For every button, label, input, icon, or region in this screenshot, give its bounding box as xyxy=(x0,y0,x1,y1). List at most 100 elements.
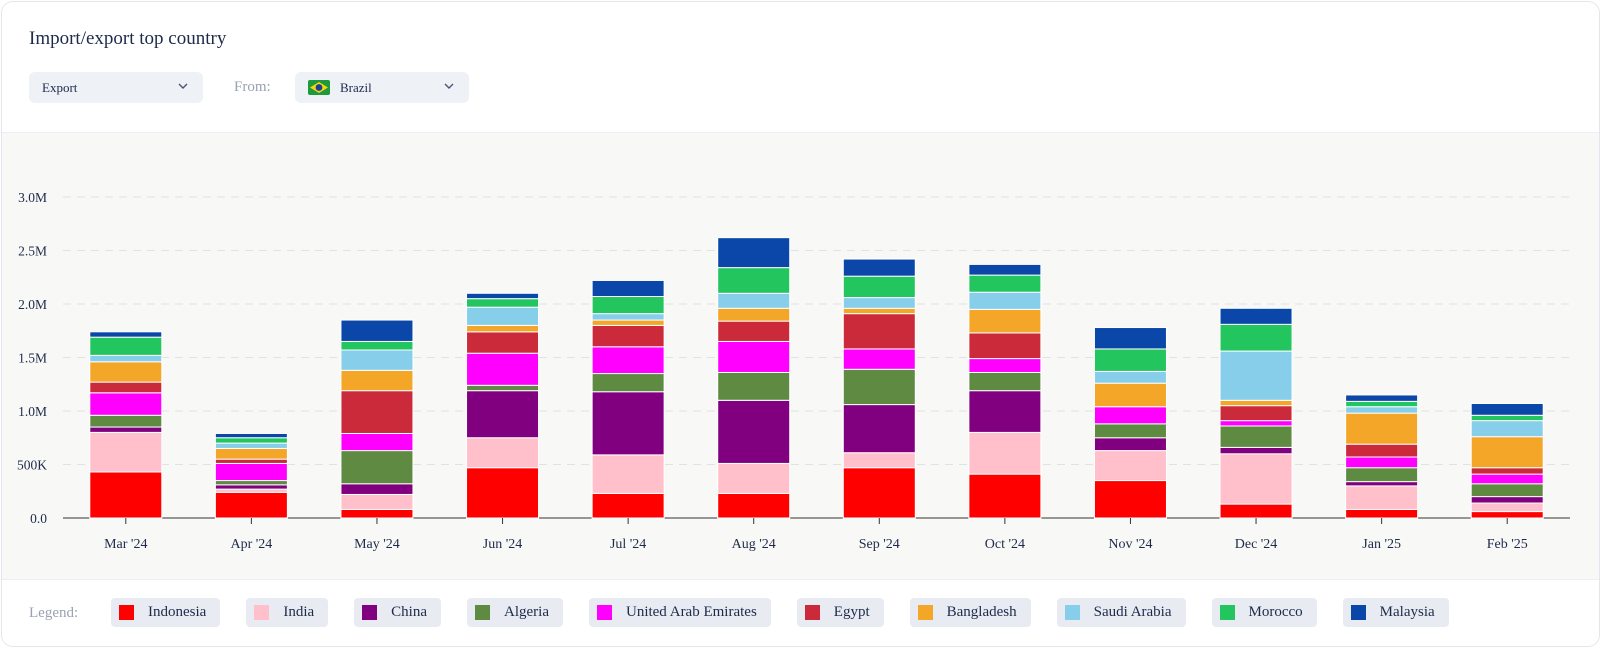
y-tick-label: 0.0 xyxy=(30,511,47,526)
bar-segment xyxy=(1345,456,1419,469)
bar-segment xyxy=(1470,502,1544,513)
x-tick-label: Nov '24 xyxy=(1108,537,1152,552)
legend-item[interactable]: Bangladesh xyxy=(909,598,1031,627)
bar-segment xyxy=(466,384,540,392)
bar-segment xyxy=(340,450,414,485)
bar-segment xyxy=(214,484,288,490)
trade-type-select[interactable]: Export xyxy=(29,72,203,103)
legend-item[interactable]: Morocco xyxy=(1211,598,1317,627)
bar-segment xyxy=(340,483,414,495)
bar-segment xyxy=(1093,480,1167,519)
y-tick-label: 2.5M xyxy=(18,244,47,259)
bar-segment xyxy=(591,346,665,375)
bar-segment xyxy=(340,349,414,371)
legend-swatch xyxy=(917,605,933,620)
y-tick-label: 3.0M xyxy=(18,190,47,205)
card-header: Import/export top country Export From: B… xyxy=(2,2,1599,133)
legend-item[interactable]: Indonesia xyxy=(111,598,221,627)
legend-swatch xyxy=(475,605,490,620)
bar-segment xyxy=(1093,327,1167,350)
bar-segment xyxy=(1345,485,1419,510)
bar-segment xyxy=(89,361,163,383)
bar-segment xyxy=(340,390,414,434)
bar-segment xyxy=(1093,437,1167,452)
chevron-down-icon xyxy=(444,83,454,89)
brazil-flag-icon xyxy=(308,80,330,95)
bar-segment xyxy=(214,442,288,449)
legend-item[interactable]: Egypt xyxy=(796,598,884,627)
country-select[interactable]: Brazil xyxy=(295,72,469,103)
bar-segment xyxy=(1470,403,1544,416)
bar-segment xyxy=(842,307,916,315)
bar-segment xyxy=(340,369,414,392)
bar-segment xyxy=(968,431,1042,475)
bar-segment xyxy=(591,454,665,494)
bar-segment xyxy=(591,313,665,321)
bar-segment xyxy=(89,471,163,519)
legend-item[interactable]: China xyxy=(354,598,441,627)
legend-item[interactable]: India xyxy=(246,598,329,627)
legend-item-label: Morocco xyxy=(1248,604,1303,620)
bar-segment xyxy=(466,437,540,469)
x-tick-label: May '24 xyxy=(354,537,400,552)
bar-segment xyxy=(1470,496,1544,504)
legend-item-label: Indonesia xyxy=(148,604,207,620)
bar-segment xyxy=(717,340,791,373)
x-tick-label: Jul '24 xyxy=(610,537,646,552)
bar-segment xyxy=(1345,412,1419,445)
legend-item-label: United Arab Emirates xyxy=(625,604,757,620)
bar-segment xyxy=(968,358,1042,373)
bar-segment xyxy=(591,373,665,393)
card-title: Import/export top country xyxy=(29,28,227,49)
bar-segment xyxy=(968,263,1042,276)
bar-segment xyxy=(89,381,163,394)
bar-segment xyxy=(214,432,288,439)
bar-segment xyxy=(340,508,414,519)
bar-segment xyxy=(466,298,540,308)
x-tick-label: Apr '24 xyxy=(230,537,272,552)
legend-item[interactable]: Algeria xyxy=(467,598,563,627)
legend-swatch xyxy=(119,605,134,620)
legend: Legend: Indonesia India China Algeria United… xyxy=(2,579,1599,646)
bar-segment xyxy=(717,292,791,309)
bar-segment xyxy=(968,371,1042,392)
chart-area: 0.0 500K 1.0M 1.5M 2.0M 2.5M 3.0M Mar '24 Apr '2… xyxy=(2,133,1599,579)
bar-segment xyxy=(1470,467,1544,475)
bar-segment xyxy=(1219,503,1293,519)
bar-segment xyxy=(340,340,414,351)
y-tick-label: 500K xyxy=(17,458,47,473)
bar-segment xyxy=(1093,406,1167,425)
bar-segment xyxy=(842,368,916,406)
bar-segment xyxy=(842,297,916,309)
bar-segment xyxy=(842,467,916,519)
legend-swatch xyxy=(254,605,270,620)
legend-item[interactable]: United Arab Emirates xyxy=(588,598,771,627)
bar-segment xyxy=(89,392,163,416)
bar-segment xyxy=(340,432,414,452)
bar-segment xyxy=(591,319,665,326)
bar-segment xyxy=(466,306,540,326)
legend-item[interactable]: Malaysia xyxy=(1342,598,1449,627)
bar-segment xyxy=(1093,423,1167,439)
bar-segment xyxy=(1345,394,1419,402)
bar-segment xyxy=(466,467,540,519)
bar-segment xyxy=(466,324,540,333)
bar-segment xyxy=(591,391,665,456)
bar-segment xyxy=(1093,382,1167,408)
x-tick-label: Dec '24 xyxy=(1235,537,1278,552)
bar-segment xyxy=(717,237,791,269)
bar-segment xyxy=(1470,511,1544,519)
bar-segment xyxy=(842,275,916,299)
bar-segment xyxy=(591,279,665,298)
bar-segment xyxy=(968,473,1042,519)
x-tick-label: Sep '24 xyxy=(859,537,900,552)
bar-segment xyxy=(1093,370,1167,384)
bar-segment xyxy=(1219,425,1293,448)
legend-item[interactable]: Saudi Arabia xyxy=(1056,598,1186,627)
from-label: From: xyxy=(234,79,271,95)
bar-segment xyxy=(968,332,1042,360)
bar-segment xyxy=(1219,323,1293,352)
x-tick-label: Oct '24 xyxy=(985,537,1025,552)
bar-segment xyxy=(214,480,288,486)
